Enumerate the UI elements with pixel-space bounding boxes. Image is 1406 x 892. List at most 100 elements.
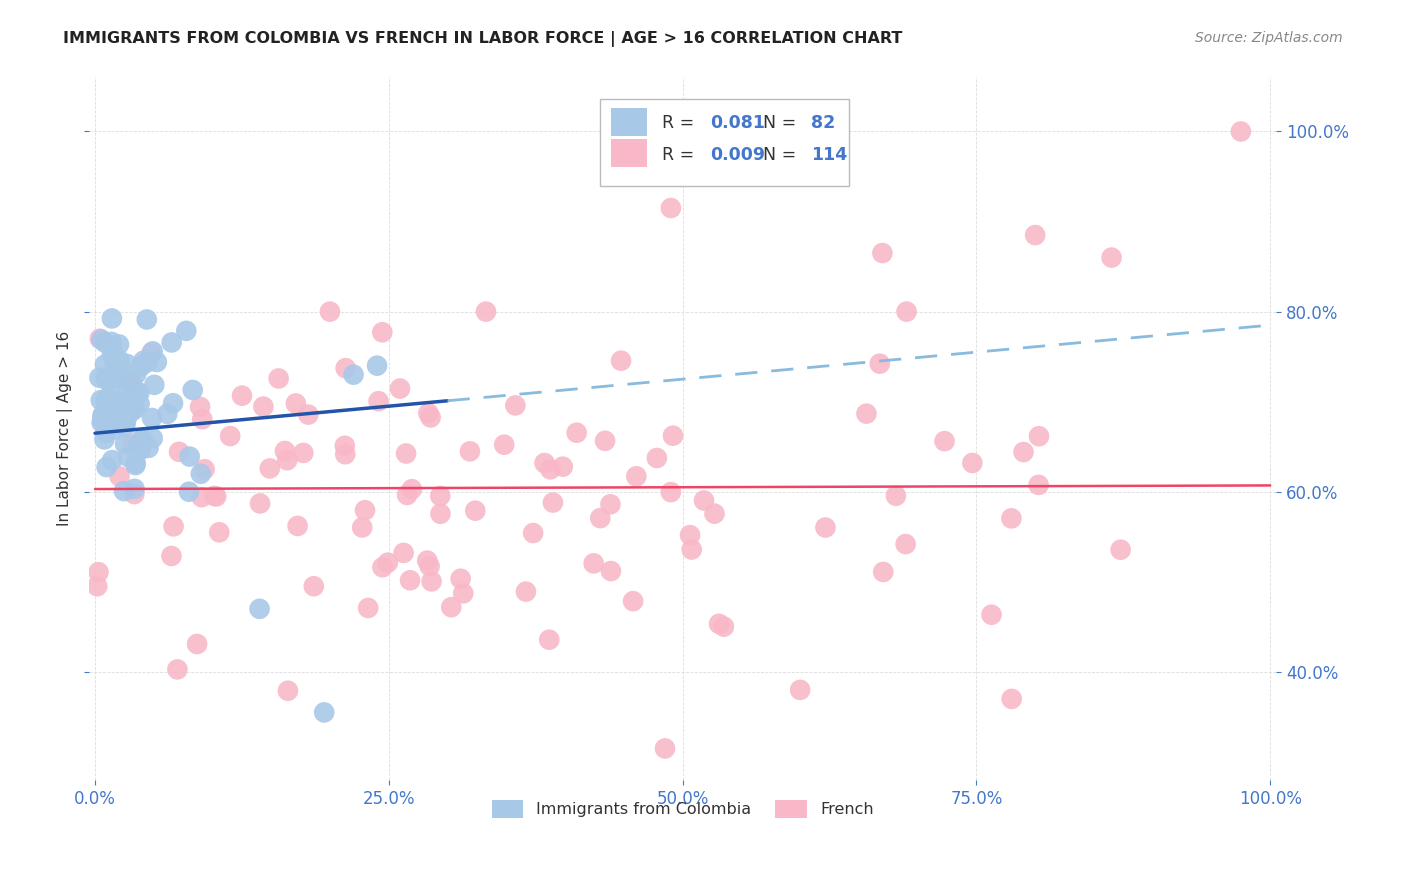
Point [703,507,725,521]
Point [205,490,228,504]
Point [156,407,179,421]
Point [101,347,124,361]
Point [600,564,623,578]
Point [249,496,271,510]
Point [91,409,114,423]
Point [96,392,118,406]
Point [429,507,451,521]
Point [167,445,190,459]
Point [190,490,212,504]
Point [1024,228,1046,243]
Point [659,485,682,500]
Point [367,394,389,409]
Point [115,414,138,428]
Point [176,324,198,338]
Point [872,246,894,260]
Point [121,437,143,451]
Point [522,526,544,541]
FancyBboxPatch shape [612,108,647,136]
Text: R =: R = [662,145,700,164]
Point [654,741,676,756]
Point [319,304,342,318]
Point [100,386,122,401]
Point [420,574,443,589]
Point [593,434,616,448]
Point [872,565,894,579]
Point [814,520,837,534]
Point [869,357,891,371]
Point [440,600,463,615]
Point [89,332,111,346]
Point [371,560,394,574]
Point [96,460,118,475]
Point [89,370,111,384]
Point [108,469,131,483]
Point [610,353,633,368]
Point [166,662,188,676]
Point [115,357,138,371]
Point [114,437,136,451]
FancyBboxPatch shape [599,98,849,186]
Point [131,433,153,447]
Point [128,397,150,411]
Text: IMMIGRANTS FROM COLOMBIA VS FRENCH IN LABOR FORCE | AGE > 16 CORRELATION CHART: IMMIGRANTS FROM COLOMBIA VS FRENCH IN LA… [63,31,903,47]
Point [277,683,299,698]
Point [160,549,183,563]
Point [101,453,124,467]
Point [599,497,621,511]
Point [124,482,146,496]
Point [91,412,114,426]
Point [86,579,108,593]
Text: N =: N = [763,114,801,132]
Point [354,503,377,517]
Point [219,429,242,443]
Point [93,433,115,447]
Point [108,353,131,368]
Point [138,441,160,455]
Point [124,458,146,472]
Point [335,447,357,461]
Point [100,334,122,349]
Point [789,682,811,697]
Point [1000,511,1022,525]
Point [118,368,141,383]
Point [451,586,474,600]
Point [115,378,138,392]
Point [276,453,298,467]
Text: 82: 82 [811,114,835,132]
Point [259,461,281,475]
Point [659,201,682,215]
Point [127,437,149,451]
Legend: Immigrants from Colombia, French: Immigrants from Colombia, French [485,793,880,825]
Point [108,372,131,386]
Point [538,462,561,476]
Point [416,553,439,567]
Point [104,393,127,408]
Point [114,419,136,434]
Point [131,359,153,373]
Point [162,519,184,533]
Point [894,537,917,551]
Point [103,353,125,368]
Point [94,370,117,384]
FancyBboxPatch shape [612,139,647,168]
Point [855,407,877,421]
Point [132,353,155,368]
Point [103,365,125,379]
Point [1028,478,1050,492]
Point [142,344,165,359]
Point [392,546,415,560]
Point [884,489,907,503]
Point [124,487,146,501]
Point [135,312,157,326]
Point [117,450,139,464]
Point [100,415,122,429]
Text: 0.009: 0.009 [710,145,765,164]
Text: 0.081: 0.081 [710,114,765,132]
Text: N =: N = [763,145,801,164]
Point [662,428,685,442]
Point [90,393,112,408]
Point [231,389,253,403]
Point [177,484,200,499]
Point [125,367,148,381]
